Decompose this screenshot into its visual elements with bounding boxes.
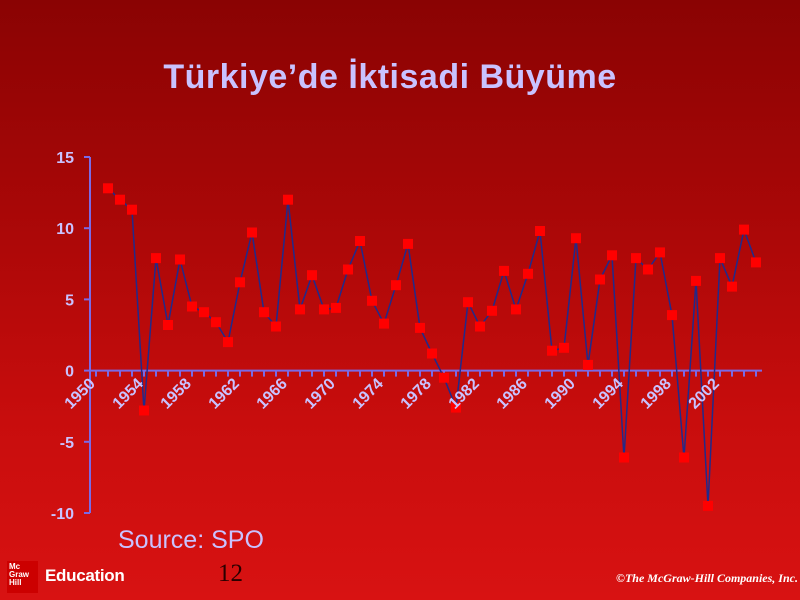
x-tick-label: 1962 [206,375,243,412]
x-tick-label: 1958 [158,375,195,412]
data-point [463,297,473,308]
data-point [655,247,665,258]
data-point [559,342,569,353]
slide-title: Türkiye’de İktisadi Büyüme [163,58,617,96]
data-point [547,345,557,356]
data-point [151,253,161,264]
data-point [751,257,761,268]
data-point [487,305,497,316]
x-tick-label: 1978 [398,375,435,412]
data-point [439,372,449,383]
data-point [199,307,209,318]
data-point [391,280,401,291]
y-tick-label: -5 [60,435,74,452]
data-point [271,321,281,332]
data-point [535,226,545,236]
data-point [187,301,197,312]
logo-line-2: Graw [9,570,30,579]
y-tick-label: 15 [56,150,74,167]
y-tick-label: 0 [65,364,74,381]
x-tick-label: 2002 [686,375,723,412]
data-point [415,322,425,333]
data-point [127,204,137,215]
data-point [115,194,125,205]
page-number: 12 [218,560,243,587]
data-point [139,405,149,416]
data-point [679,452,689,463]
data-point [691,275,701,286]
growth-series-line [107,187,757,506]
x-tick-label: 1982 [446,375,483,412]
y-tick-label: 5 [65,292,74,309]
data-point [427,348,437,359]
data-point [715,253,725,264]
data-point [607,250,617,261]
x-tick-label: 1986 [494,375,531,412]
data-point [475,321,485,332]
data-point [523,268,533,279]
x-tick-label: 1966 [254,375,291,412]
data-point [619,452,629,463]
logo-line-3: Hill [9,578,22,587]
data-point [175,254,185,265]
data-point [295,304,305,315]
x-tick-label: 1970 [302,375,339,412]
data-point [571,233,581,244]
data-point [727,281,737,292]
data-point [703,500,713,511]
chart-ticks [84,156,757,514]
x-tick-label: 1950 [62,375,99,412]
x-tick-label: 1990 [542,375,579,412]
data-point [103,183,113,194]
x-tick-label: 1998 [638,375,675,412]
chart-axes [89,157,762,513]
data-point [235,277,245,288]
data-point [667,310,677,321]
data-point [451,402,461,413]
data-point [247,227,257,238]
data-point [739,224,749,235]
data-point [223,337,233,348]
data-point [331,302,341,313]
logo-line-1: Mc [9,562,21,571]
data-point [307,270,317,281]
data-point [595,274,605,285]
data-point [163,320,173,330]
mcgraw-hill-education-logo: Mc Graw Hill Education [7,561,125,593]
data-point [511,304,521,315]
data-point [259,307,269,318]
data-point [367,295,377,306]
y-tick-label: -10 [51,506,74,523]
data-point [319,304,329,315]
logo-education-text: Education [45,566,125,585]
data-point [343,264,353,275]
data-point [583,359,593,370]
data-point [379,318,389,329]
data-point [283,194,293,205]
data-point [631,253,641,264]
source-note: Source: SPO [118,526,264,554]
data-point [499,265,509,276]
data-point [355,236,365,246]
growth-series [103,183,761,511]
mcgraw-hill-logo-box: Mc Graw Hill [7,561,38,593]
y-tick-label: 10 [56,221,74,238]
footer-copyright: ©The McGraw-Hill Companies, Inc. [616,571,798,585]
data-point [643,264,653,275]
data-point [403,238,413,249]
data-point [211,317,221,328]
x-tick-label: 1974 [350,375,387,412]
